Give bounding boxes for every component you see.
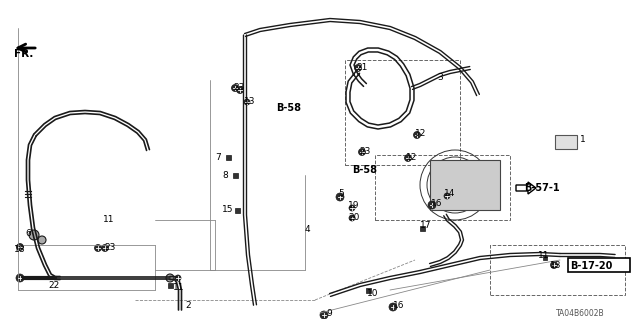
Circle shape (404, 154, 412, 161)
Circle shape (358, 149, 365, 155)
Text: 21: 21 (356, 63, 367, 72)
Circle shape (29, 230, 39, 240)
Text: B-58: B-58 (276, 103, 301, 113)
Circle shape (16, 274, 24, 282)
Circle shape (550, 262, 557, 269)
Text: 10: 10 (367, 288, 378, 298)
Bar (225, 154, 230, 160)
Text: 12: 12 (415, 129, 426, 137)
Text: 16: 16 (393, 300, 404, 309)
Text: 5: 5 (338, 189, 344, 197)
Text: 2: 2 (185, 300, 191, 309)
Circle shape (355, 64, 362, 71)
Text: 19: 19 (348, 201, 360, 210)
Circle shape (428, 201, 436, 209)
Bar (543, 256, 547, 260)
Text: 11: 11 (538, 250, 550, 259)
Text: 11: 11 (173, 284, 184, 293)
Bar (168, 283, 173, 287)
Circle shape (413, 131, 420, 138)
Text: 13: 13 (244, 98, 255, 107)
Text: 16: 16 (431, 199, 442, 209)
Text: 6: 6 (25, 229, 31, 239)
Text: 23: 23 (233, 84, 244, 93)
Text: 23: 23 (104, 243, 115, 253)
Text: 14: 14 (444, 189, 456, 197)
Text: B-57-1: B-57-1 (524, 183, 559, 193)
Bar (234, 207, 239, 212)
Bar (430, 160, 500, 210)
Bar (555, 135, 577, 149)
Circle shape (389, 303, 397, 311)
Circle shape (349, 205, 355, 211)
Text: 13: 13 (550, 261, 561, 270)
Text: B-17-20: B-17-20 (570, 261, 612, 271)
Text: 8: 8 (222, 170, 228, 180)
Circle shape (349, 215, 355, 221)
Bar (490, 245, 625, 295)
Text: B-58: B-58 (352, 165, 377, 175)
Text: 4: 4 (305, 226, 310, 234)
Bar (345, 60, 460, 165)
Circle shape (17, 243, 24, 250)
Text: 20: 20 (348, 213, 360, 222)
Text: 1: 1 (580, 136, 586, 145)
Circle shape (166, 274, 174, 282)
Circle shape (95, 244, 102, 251)
FancyArrow shape (516, 182, 536, 194)
Circle shape (102, 244, 109, 251)
Text: FR.: FR. (14, 49, 33, 59)
Circle shape (336, 193, 344, 201)
Circle shape (445, 175, 465, 195)
Circle shape (232, 85, 239, 92)
Text: 12: 12 (406, 152, 417, 161)
Text: TA04B6002B: TA04B6002B (556, 309, 605, 318)
Text: 9: 9 (326, 308, 332, 317)
Bar (232, 173, 237, 177)
Bar (419, 226, 424, 231)
Text: 23: 23 (359, 147, 371, 157)
Circle shape (320, 311, 328, 319)
Bar (365, 287, 371, 293)
Circle shape (175, 275, 181, 281)
Text: 7: 7 (215, 152, 221, 161)
Circle shape (244, 99, 250, 105)
Circle shape (38, 236, 46, 244)
Text: 15: 15 (222, 205, 234, 214)
Circle shape (444, 193, 450, 199)
FancyBboxPatch shape (568, 258, 630, 272)
Text: 17: 17 (420, 220, 431, 229)
Text: 22: 22 (48, 280, 60, 290)
Text: 3: 3 (437, 73, 443, 83)
Text: 11: 11 (103, 216, 115, 225)
Text: 18: 18 (14, 244, 26, 254)
Circle shape (237, 86, 243, 93)
Bar (375, 155, 510, 220)
